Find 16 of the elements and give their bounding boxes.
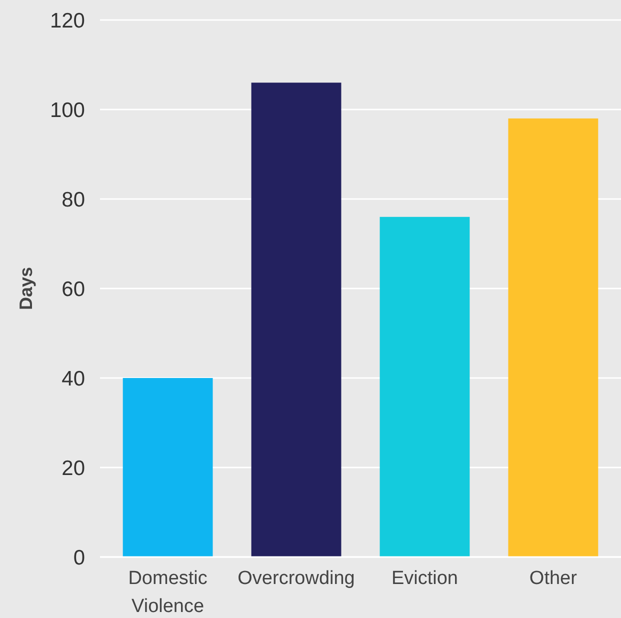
bar bbox=[508, 118, 598, 557]
x-tick-label: Domestic Violence bbox=[128, 568, 208, 617]
bar bbox=[380, 216, 470, 557]
y-tick-label: 60 bbox=[62, 278, 85, 301]
bar bbox=[251, 82, 342, 557]
y-tick-label: 120 bbox=[50, 9, 85, 32]
y-tick-label: 40 bbox=[62, 367, 85, 390]
x-tick-label: Eviction bbox=[391, 568, 458, 589]
bar bbox=[122, 378, 213, 557]
y-axis-title: Days bbox=[16, 266, 36, 310]
y-tick-label: 20 bbox=[62, 456, 85, 480]
y-tick-label: 100 bbox=[50, 98, 85, 122]
x-tick-label: Other bbox=[529, 568, 578, 589]
x-tick-label: Overcrowding bbox=[238, 568, 355, 589]
y-tick-label: 0 bbox=[73, 546, 85, 570]
y-tick-label: 80 bbox=[62, 188, 85, 212]
